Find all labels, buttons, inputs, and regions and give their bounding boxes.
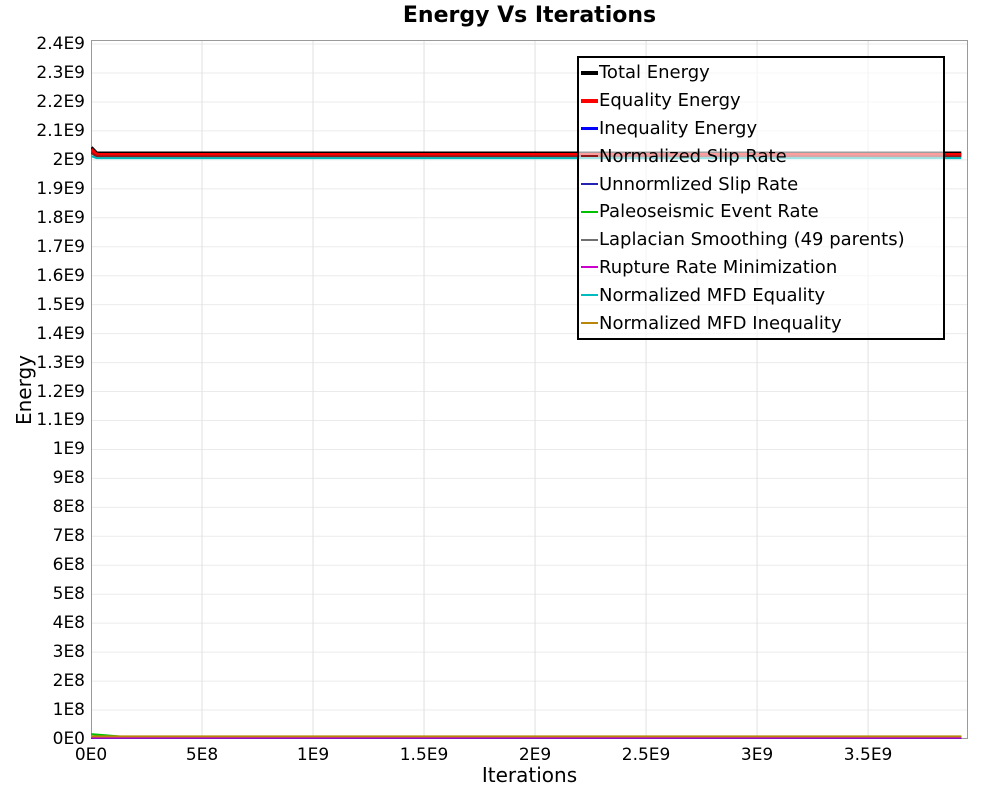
y-tick-label: 6E8 — [52, 555, 85, 576]
y-axis-title: Energy — [12, 354, 36, 426]
legend-line-swatch — [581, 70, 598, 75]
legend-item: Normalized MFD Equality — [581, 282, 943, 309]
y-tick-label: 1.3E9 — [36, 352, 85, 373]
legend-item-label: Laplacian Smoothing (49 parents) — [599, 229, 905, 251]
legend-item-label: Normalized Slip Rate — [599, 145, 787, 167]
legend-item-label: Rupture Rate Minimization — [599, 256, 838, 278]
x-tick-label: 1.5E9 — [399, 745, 449, 765]
y-tick-label: 9E8 — [52, 468, 85, 489]
y-tick-label: 1.1E9 — [36, 410, 85, 431]
legend-line-swatch — [581, 210, 598, 213]
legend-line-swatch — [581, 183, 598, 186]
legend-item: Normalized Slip Rate — [581, 143, 943, 170]
y-tick-label: 2E8 — [52, 671, 85, 692]
legend-item: Inequality Energy — [581, 115, 943, 142]
legend-line-swatch — [581, 155, 598, 158]
y-tick-label: 1E9 — [52, 439, 85, 460]
legend-item: Unnormlized Slip Rate — [581, 171, 943, 198]
legend: Total Energy Equality Energy Inequality En… — [577, 56, 945, 340]
x-tick-label: 2.5E9 — [621, 745, 671, 765]
y-tick-label: 1.5E9 — [36, 294, 85, 315]
legend-item-label: Inequality Energy — [599, 117, 758, 139]
legend-item-label: Unnormlized Slip Rate — [599, 173, 799, 195]
legend-item-label: Total Energy — [599, 62, 710, 84]
legend-item: Paleoseismic Event Rate — [581, 198, 943, 225]
y-tick-label: 5E8 — [52, 584, 85, 605]
legend-item: Equality Energy — [581, 87, 943, 114]
y-tick-label: 4E8 — [52, 613, 85, 634]
y-tick-label: 2.4E9 — [36, 34, 85, 55]
x-tick-label: 3.5E9 — [843, 745, 893, 765]
y-tick-label: 0E0 — [52, 729, 85, 749]
x-axis-title: Iterations — [481, 763, 578, 787]
y-tick-label: 2.2E9 — [36, 91, 85, 112]
legend-item-label: Paleoseismic Event Rate — [599, 201, 819, 223]
y-tick-label: 1.9E9 — [36, 178, 85, 199]
y-tick-label: 8E8 — [52, 497, 85, 518]
y-tick-label: 2.1E9 — [36, 120, 85, 141]
y-tick-label: 2.3E9 — [36, 63, 85, 83]
y-tick-label: 7E8 — [52, 526, 85, 547]
legend-line-swatch — [581, 126, 598, 130]
y-tick-label: 3E8 — [52, 642, 85, 663]
legend-line-swatch — [581, 98, 598, 103]
y-tick-label: 1.4E9 — [36, 323, 85, 344]
x-tick-label: 3E9 — [740, 745, 774, 765]
chart-title: Energy Vs Iterations — [402, 3, 657, 28]
legend-line-swatch — [581, 266, 598, 269]
legend-line-swatch — [581, 322, 598, 325]
y-tick-label: 1.8E9 — [36, 207, 85, 228]
legend-item: Laplacian Smoothing (49 parents) — [581, 226, 943, 253]
y-tick-label: 1E8 — [52, 700, 85, 721]
legend-item: Total Energy — [581, 59, 943, 86]
legend-item-label: Equality Energy — [599, 90, 741, 112]
legend-line-swatch — [581, 294, 598, 297]
y-tick-label: 1.7E9 — [36, 236, 85, 257]
legend-line-swatch — [581, 238, 598, 241]
y-tick-label: 1.6E9 — [36, 265, 85, 286]
x-tick-label: 0E0 — [74, 745, 108, 765]
x-tick-label: 5E8 — [185, 745, 219, 765]
y-tick-label: 1.2E9 — [36, 381, 85, 402]
legend-item-label: Normalized MFD Equality — [599, 284, 826, 306]
legend-item: Rupture Rate Minimization — [581, 254, 943, 281]
legend-item-label: Normalized MFD Inequality — [599, 312, 842, 334]
y-tick-label: 2E9 — [52, 149, 85, 170]
legend-item: Normalized MFD Inequality — [581, 310, 943, 337]
x-tick-label: 1E9 — [296, 745, 330, 765]
x-tick-label: 2E9 — [518, 745, 552, 765]
